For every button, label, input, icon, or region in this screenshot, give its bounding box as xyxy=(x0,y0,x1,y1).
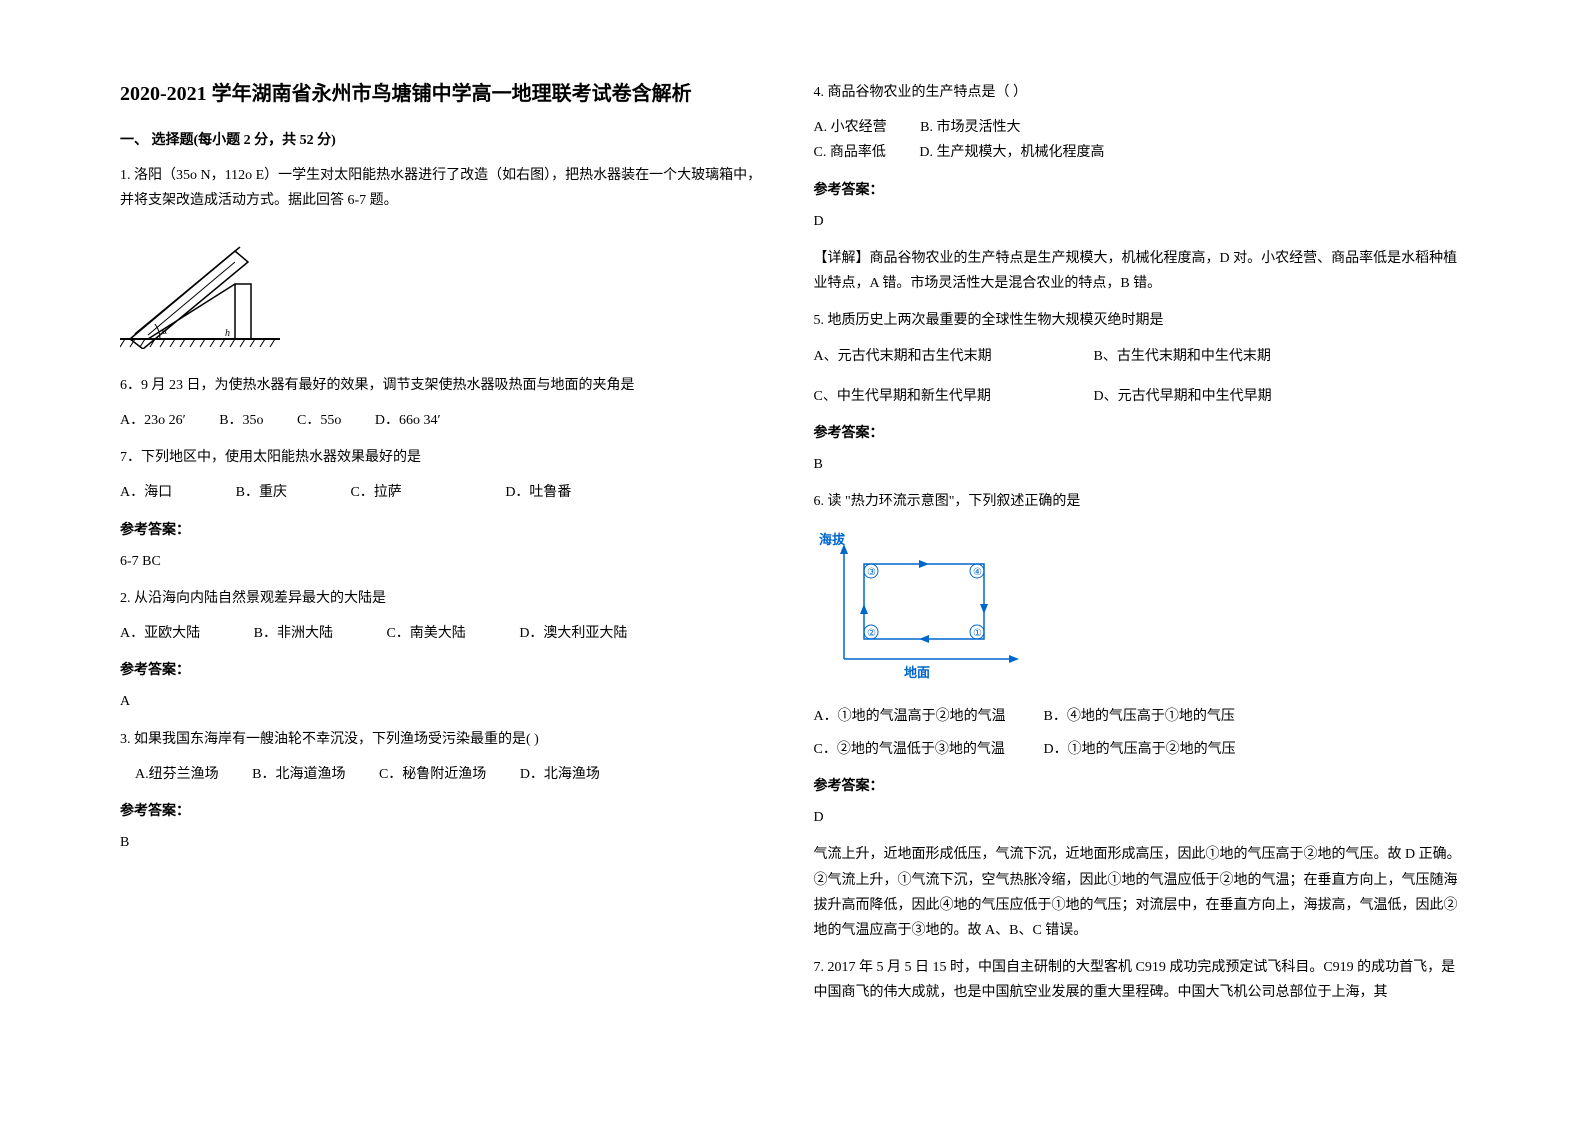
svg-text:③: ③ xyxy=(867,567,876,578)
answer: B xyxy=(120,830,774,855)
options: A．①地的气温高于②地的气温 B．④地的气压高于①地的气压 C．②地的气温低于③… xyxy=(814,704,1468,762)
option-c: C. 商品率低 xyxy=(814,140,886,165)
option-c: C．②地的气温低于③地的气温 xyxy=(814,737,1044,762)
svg-text:②: ② xyxy=(867,628,876,639)
option-d: D．澳大利亚大陆 xyxy=(519,621,627,646)
options: A. 小农经营 B. 市场灵活性大 C. 商品率低 D. 生产规模大，机械化程度… xyxy=(814,115,1468,165)
option-c: C．秘鲁附近渔场 xyxy=(379,762,486,787)
option-b: B．北海道渔场 xyxy=(252,762,345,787)
question-text: 6. 读 "热力环流示意图"，下列叙述正确的是 xyxy=(814,489,1468,514)
question-text: 3. 如果我国东海岸有一艘油轮不幸沉没，下列渔场受污染最重的是( ) xyxy=(120,727,774,752)
answer: B xyxy=(814,452,1468,477)
option-c: C、中生代早期和新生代早期 xyxy=(814,384,1094,409)
question-text: 4. 商品谷物农业的生产特点是（ ） xyxy=(814,80,1468,105)
question-text: 1. 洛阳（35o N，112o E）一学生对太阳能热水器进行了改造（如右图），… xyxy=(120,163,774,213)
answer-label: 参考答案： xyxy=(814,178,1468,203)
options: A.纽芬兰渔场 B．北海道渔场 C．秘鲁附近渔场 D．北海渔场 xyxy=(120,762,774,787)
question-text: 7. 2017 年 5 月 5 日 15 时，中国自主研制的大型客机 C919 … xyxy=(814,955,1468,1005)
option-a: A. 小农经营 xyxy=(814,115,887,140)
option-a: A．①地的气温高于②地的气温 xyxy=(814,704,1044,729)
thermal-circulation-diagram: 海拔 ③ ④ ② ① 地面 xyxy=(814,529,1468,688)
option-a: A.纽芬兰渔场 xyxy=(135,762,219,787)
options-7: A．海口 B．重庆 C．拉萨 D．吐鲁番 xyxy=(120,480,774,505)
option-b: B、古生代末期和中生代末期 xyxy=(1094,344,1271,369)
answer-label: 参考答案： xyxy=(120,658,774,683)
options-6: A．23o 26′ B．35o C．55o D．66o 34′ xyxy=(120,408,774,433)
left-column: 2020-2021 学年湖南省永州市鸟塘铺中学高一地理联考试卷含解析 一、 选择… xyxy=(100,80,794,1082)
option-b: B．④地的气压高于①地的气压 xyxy=(1044,704,1235,729)
question-2: 2. 从沿海向内陆自然景观差异最大的大陆是 A．亚欧大陆 B．非洲大陆 C．南美… xyxy=(120,586,774,715)
option-c: C．拉萨 xyxy=(350,480,401,505)
document-title: 2020-2021 学年湖南省永州市鸟塘铺中学高一地理联考试卷含解析 xyxy=(120,80,774,108)
option-b: B．非洲大陆 xyxy=(254,621,333,646)
svg-text:α: α xyxy=(162,326,168,337)
sub-question-7: 7．下列地区中，使用太阳能热水器效果最好的是 xyxy=(120,445,774,470)
answer-label: 参考答案： xyxy=(120,518,774,543)
option-b: B．重庆 xyxy=(236,480,287,505)
option-a: A、元古代末期和古生代末期 xyxy=(814,344,1094,369)
question-text: 2. 从沿海向内陆自然景观差异最大的大陆是 xyxy=(120,586,774,611)
solar-heater-diagram: α h xyxy=(120,229,774,358)
question-3: 3. 如果我国东海岸有一艘油轮不幸沉没，下列渔场受污染最重的是( ) A.纽芬兰… xyxy=(120,727,774,856)
question-6: 6. 读 "热力环流示意图"，下列叙述正确的是 海拔 ③ ④ ② xyxy=(814,489,1468,943)
svg-text:h: h xyxy=(225,328,230,339)
option-a: A．亚欧大陆 xyxy=(120,621,200,646)
question-7: 7. 2017 年 5 月 5 日 15 时，中国自主研制的大型客机 C919 … xyxy=(814,955,1468,1005)
right-column: 4. 商品谷物农业的生产特点是（ ） A. 小农经营 B. 市场灵活性大 C. … xyxy=(794,80,1488,1082)
option-a: A．23o 26′ xyxy=(120,408,186,433)
options: A．亚欧大陆 B．非洲大陆 C．南美大陆 D．澳大利亚大陆 xyxy=(120,621,774,646)
sub-question-6: 6．9 月 23 日，为使热水器有最好的效果，调节支架使热水器吸热面与地面的夹角… xyxy=(120,373,774,398)
options: A、元古代末期和古生代末期 B、古生代末期和中生代末期 C、中生代早期和新生代早… xyxy=(814,344,1468,409)
answer: A xyxy=(120,689,774,714)
explanation: 气流上升，近地面形成低压，气流下沉，近地面形成高压，因此①地的气压高于②地的气压… xyxy=(814,842,1468,943)
answer: D xyxy=(814,209,1468,234)
answer-label: 参考答案： xyxy=(814,421,1468,446)
option-d: D、元古代早期和中生代早期 xyxy=(1094,384,1272,409)
question-1: 1. 洛阳（35o N，112o E）一学生对太阳能热水器进行了改造（如右图），… xyxy=(120,163,774,574)
answer: D xyxy=(814,805,1468,830)
option-d: D．北海渔场 xyxy=(520,762,600,787)
xaxis-label: 地面 xyxy=(904,665,930,679)
svg-text:①: ① xyxy=(973,628,982,639)
option-a: A．海口 xyxy=(120,480,172,505)
question-5: 5. 地质历史上两次最重要的全球性生物大规模灭绝时期是 A、元古代末期和古生代末… xyxy=(814,308,1468,477)
svg-text:④: ④ xyxy=(973,567,982,578)
option-c: C．南美大陆 xyxy=(386,621,465,646)
option-d: D. 生产规模大，机械化程度高 xyxy=(919,140,1104,165)
question-text: 5. 地质历史上两次最重要的全球性生物大规模灭绝时期是 xyxy=(814,308,1468,333)
option-b: B．35o xyxy=(219,408,263,433)
option-d: D．①地的气压高于②地的气压 xyxy=(1044,737,1236,762)
option-d: D．66o 34′ xyxy=(375,408,441,433)
section-header: 一、 选择题(每小题 2 分，共 52 分) xyxy=(120,128,774,153)
answer: 6-7 BC xyxy=(120,549,774,574)
yaxis-label: 海拔 xyxy=(819,532,846,547)
answer-label: 参考答案： xyxy=(814,774,1468,799)
question-4: 4. 商品谷物农业的生产特点是（ ） A. 小农经营 B. 市场灵活性大 C. … xyxy=(814,80,1468,296)
option-d: D．吐鲁番 xyxy=(505,480,571,505)
explanation: 【详解】商品谷物农业的生产特点是生产规模大，机械化程度高，D 对。小农经营、商品… xyxy=(814,246,1468,296)
answer-label: 参考答案： xyxy=(120,799,774,824)
option-b: B. 市场灵活性大 xyxy=(920,115,1020,140)
option-c: C．55o xyxy=(297,408,341,433)
